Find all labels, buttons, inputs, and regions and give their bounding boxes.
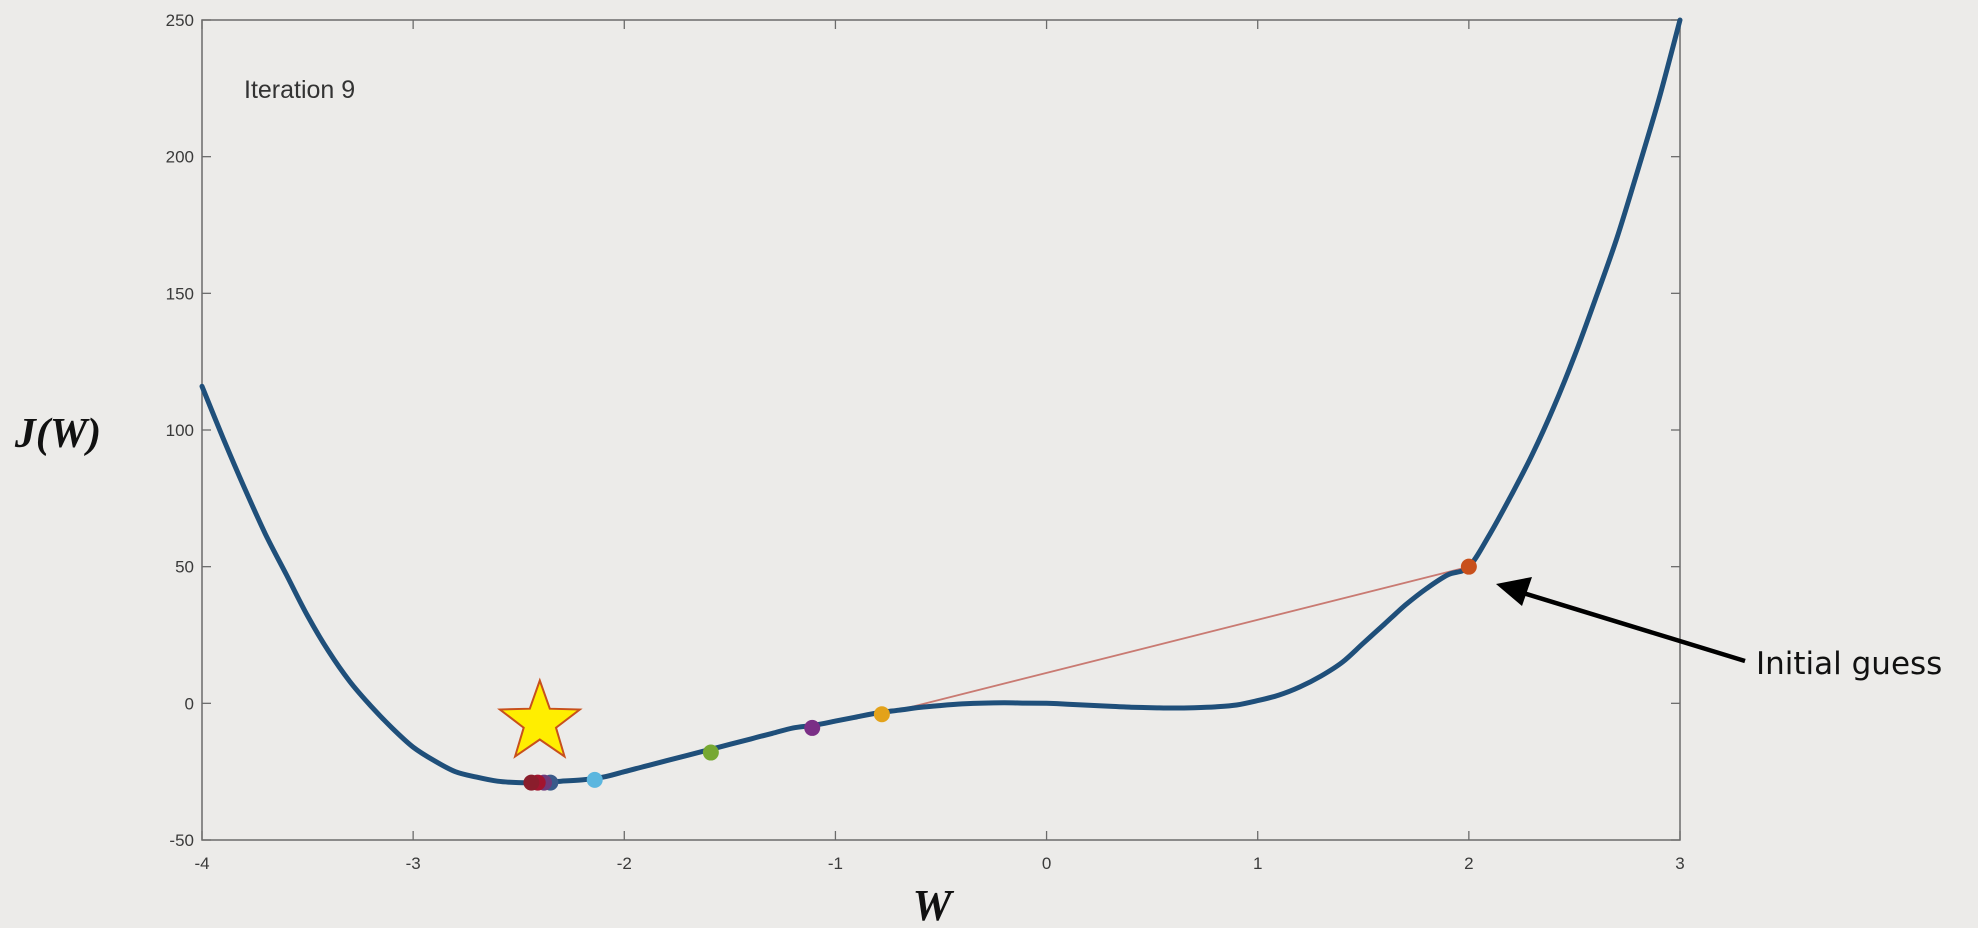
plot-area bbox=[201, 19, 1681, 841]
y-tick-label: 0 bbox=[185, 694, 194, 713]
y-tick-label: 100 bbox=[166, 421, 194, 440]
callout-arrow-line bbox=[1519, 589, 1746, 664]
x-tick-label: 0 bbox=[1042, 854, 1051, 873]
callout-arrowhead-icon bbox=[1496, 577, 1532, 606]
x-tick-label: 1 bbox=[1253, 854, 1262, 873]
minimum-star bbox=[497, 677, 583, 759]
series-lines bbox=[199, 17, 1683, 786]
x-axis-label: W bbox=[912, 881, 954, 928]
iteration-point bbox=[702, 744, 719, 761]
iteration-points bbox=[523, 558, 1477, 791]
x-tick-label: 3 bbox=[1675, 854, 1684, 873]
x-tick-label: -4 bbox=[194, 854, 209, 873]
initial-guess-callout: Initial guess bbox=[1496, 577, 1942, 682]
x-tick-label: -1 bbox=[828, 854, 843, 873]
iteration-annotation: Iteration 9 bbox=[244, 76, 355, 104]
x-tick-label: -2 bbox=[617, 854, 632, 873]
y-tick-label: 250 bbox=[166, 11, 194, 30]
star-icon bbox=[497, 677, 583, 759]
y-tick-label: -50 bbox=[169, 831, 194, 850]
iteration-point bbox=[804, 719, 821, 736]
callout-text: Initial guess bbox=[1756, 646, 1942, 682]
iteration-point bbox=[586, 771, 603, 788]
secant-line bbox=[881, 565, 1470, 716]
iteration-point bbox=[1460, 558, 1477, 575]
x-tick-label: -3 bbox=[406, 854, 421, 873]
y-tick-label: 150 bbox=[166, 284, 194, 303]
cost-curve-line bbox=[199, 17, 1683, 786]
y-axis-label: J(W) bbox=[14, 411, 101, 457]
y-tick-label: 200 bbox=[166, 148, 194, 167]
x-tick-label: 2 bbox=[1464, 854, 1473, 873]
iteration-point bbox=[523, 774, 540, 791]
y-tick-label: 50 bbox=[175, 558, 194, 577]
iteration-point bbox=[873, 706, 890, 723]
